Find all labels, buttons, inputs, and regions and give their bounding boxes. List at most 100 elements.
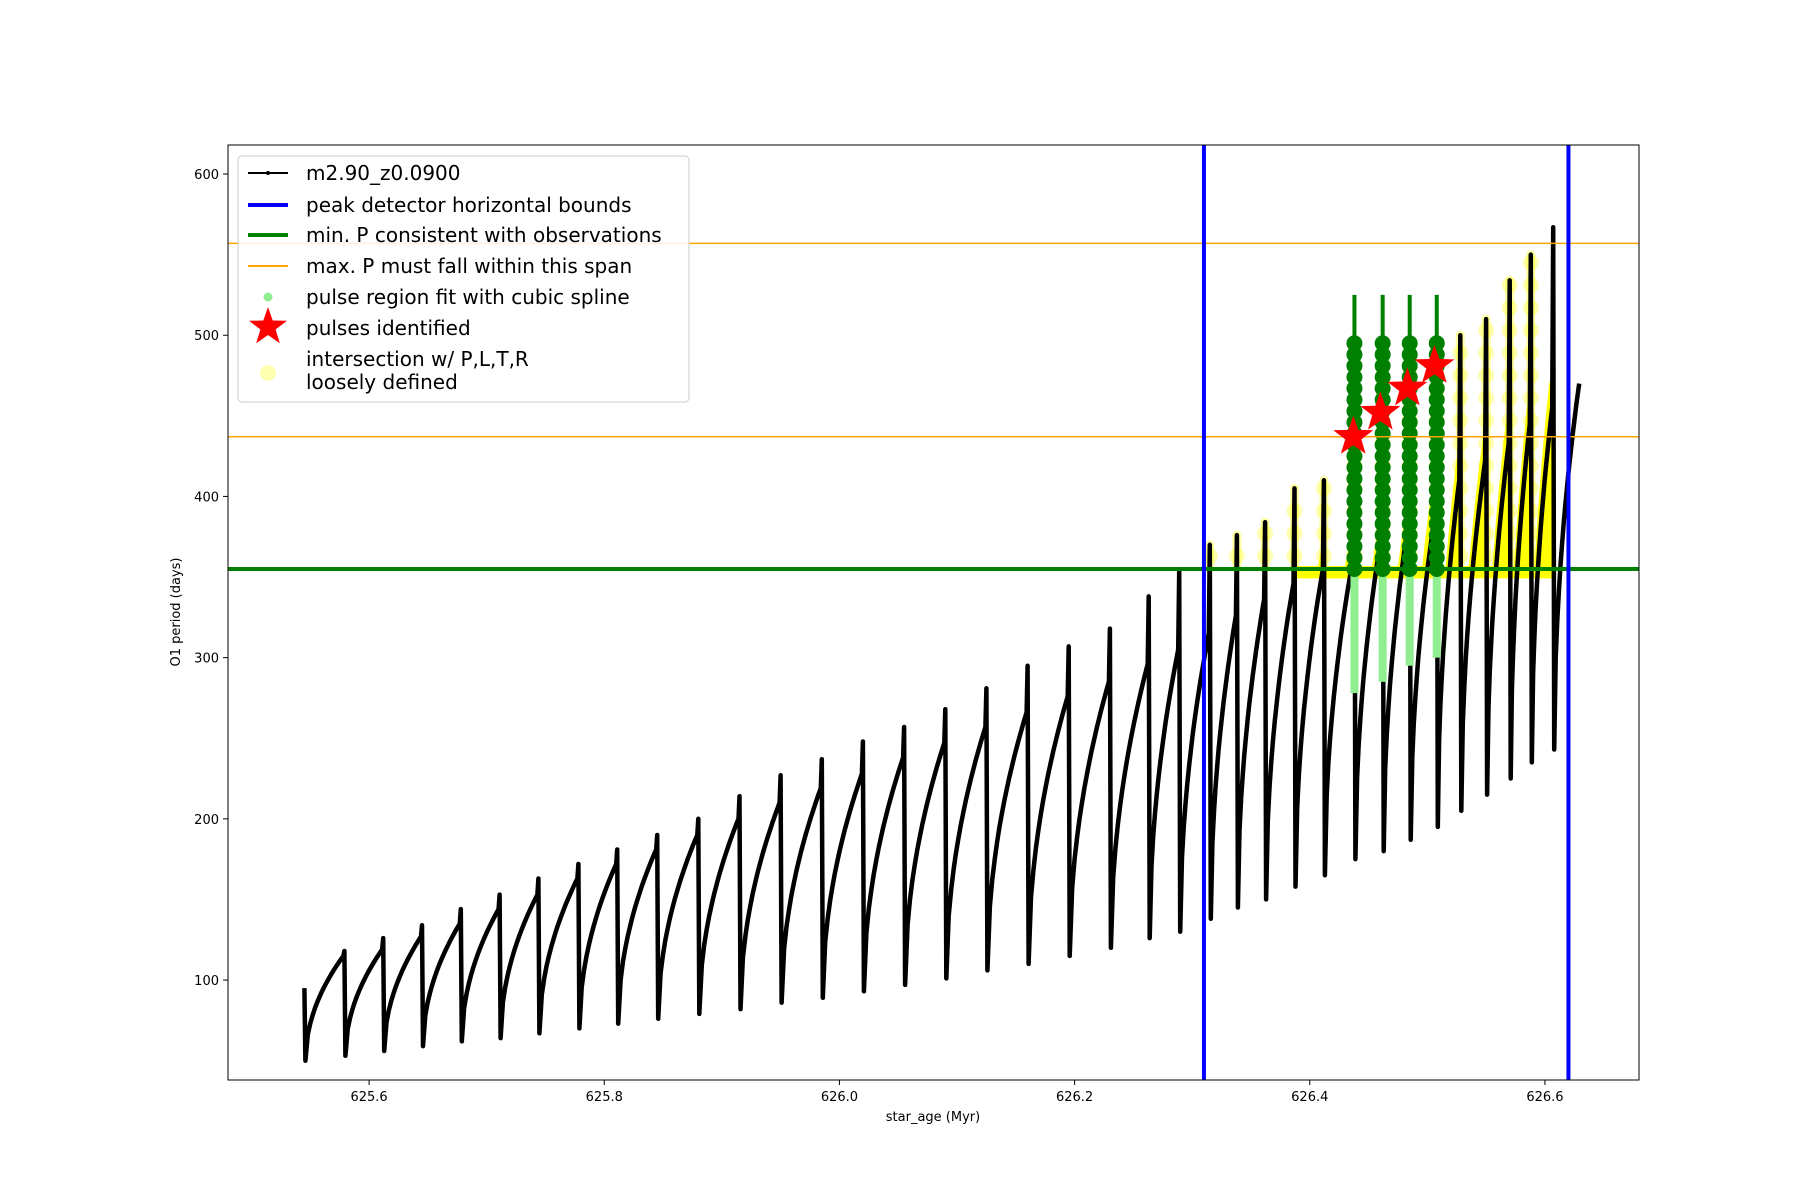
pulse-fit-point [1428, 493, 1445, 510]
pulse-fit-point [1346, 549, 1363, 566]
y-tick-label: 500 [194, 329, 219, 344]
pulse-fit-point [1346, 448, 1363, 465]
x-tick-label: 626.4 [1291, 1090, 1328, 1105]
pulse-fit-point [1374, 504, 1391, 521]
legend-label-intersection: intersection w/ P,L,T,R [306, 347, 529, 371]
x-tick-label: 625.8 [586, 1090, 623, 1105]
pulses-identified-series [1333, 344, 1455, 454]
pulse-fit-point [1374, 357, 1391, 374]
pulse-fit-point [1401, 549, 1418, 566]
pulse-fit-point [1428, 402, 1445, 419]
pulse-fit-point [1374, 527, 1391, 544]
pulse-fit-point [1401, 493, 1418, 510]
legend-box [237, 155, 690, 403]
pulse-fit-point [1428, 448, 1445, 465]
pulse-fit-point [1346, 504, 1363, 521]
pulse-fit-point [1374, 369, 1391, 386]
x-tick-label: 625.6 [350, 1090, 387, 1105]
legend-label-intersection-line2: loosely defined [306, 370, 458, 394]
pulse-fit-point [1346, 369, 1363, 386]
y-tick-label: 100 [194, 974, 219, 989]
pulse-fit-point [1346, 527, 1363, 544]
pulse-fit-point [1374, 538, 1391, 555]
pulse-fit-series [1346, 294, 1445, 694]
legend-label-max-p: max. P must fall within this span [306, 254, 632, 278]
pulse-fit-point [1374, 470, 1391, 487]
pulse-fit-point [1428, 425, 1445, 442]
pulse-fit-point [1428, 504, 1445, 521]
legend: m2.90_z0.0900 peak detector horizontal b… [237, 155, 690, 403]
pulse-fit-point [1401, 448, 1418, 465]
y-axis: 100 200 300 400 500 600 [194, 168, 228, 989]
legend-swatch-pulse-fit [263, 292, 273, 302]
legend-swatch-model-marker [266, 171, 270, 175]
pulse-fit-point [1374, 481, 1391, 498]
pulse-fit-point [1428, 481, 1445, 498]
pulse-fit-point [1401, 538, 1418, 555]
legend-swatch-star [249, 307, 287, 344]
pulse-fit-point [1428, 527, 1445, 544]
pulse-fit-point [1346, 335, 1363, 352]
pulse-fit-point [1346, 481, 1363, 498]
pulse-fit-point [1346, 538, 1363, 555]
legend-label-pulse-fit: pulse region fit with cubic spline [306, 285, 630, 309]
y-tick-label: 300 [194, 652, 219, 667]
pulse-star [1360, 391, 1401, 430]
pulse-fit-point [1401, 425, 1418, 442]
pulse-fit-point [1401, 515, 1418, 532]
y-tick-label: 600 [194, 168, 219, 183]
legend-label-model: m2.90_z0.0900 [306, 161, 461, 185]
pulse-fit-point [1401, 527, 1418, 544]
pulse-fit-point [1374, 380, 1391, 397]
pulse-fit-point [1346, 357, 1363, 374]
pulse-fit-point [1346, 515, 1363, 532]
pulse-fit-point [1428, 515, 1445, 532]
x-axis-label: star_age (Myr) [886, 1110, 980, 1125]
x-axis: 625.6 625.8 626.0 626.2 626.4 626.6 [350, 1080, 1564, 1105]
pulse-fit-point [1346, 346, 1363, 363]
legend-label-star: pulses identified [306, 316, 471, 340]
pulse-fit-point [1374, 493, 1391, 510]
legend-label-bounds: peak detector horizontal bounds [306, 193, 632, 217]
pulse-fit-point [1346, 470, 1363, 487]
pulse-fit-point [1374, 436, 1391, 453]
pulse-fit-point [1428, 538, 1445, 555]
pulse-fit-point [1401, 470, 1418, 487]
pulse-fit-point [1401, 335, 1418, 352]
pulse-fit-point [1401, 414, 1418, 431]
pulse-fit-point [1346, 459, 1363, 476]
pulse-fit-point [1428, 470, 1445, 487]
pulse-fit-point [1401, 357, 1418, 374]
pulse-star [1387, 367, 1428, 406]
pulse-fit-point [1374, 335, 1391, 352]
x-tick-label: 626.6 [1526, 1090, 1563, 1105]
pulse-fit-point [1346, 493, 1363, 510]
pulse-fit-point [1428, 414, 1445, 431]
pulse-fit-point [1346, 380, 1363, 397]
pulse-fit-point [1374, 515, 1391, 532]
legend-label-min-p: min. P consistent with observations [306, 223, 662, 247]
pulse-fit-point [1374, 459, 1391, 476]
pulse-star [1333, 415, 1374, 454]
pulse-fit-point [1428, 380, 1445, 397]
x-tick-label: 626.2 [1056, 1090, 1093, 1105]
pulse-fit-point [1346, 402, 1363, 419]
pulse-fit-point [1401, 459, 1418, 476]
pulse-fit-point [1401, 504, 1418, 521]
pulse-fit-point [1401, 346, 1418, 363]
pulse-fit-point [1401, 436, 1418, 453]
pulse-star [1414, 344, 1455, 383]
plot-frame [227, 144, 1640, 1081]
pulse-fit-point [1428, 436, 1445, 453]
pulse-fit-point [1428, 549, 1445, 566]
pulse-fit-point [1374, 549, 1391, 566]
y-tick-label: 200 [194, 813, 219, 828]
pulse-fit-point [1374, 346, 1391, 363]
pulse-fit-point [1374, 448, 1391, 465]
pulse-fit-point [1428, 335, 1445, 352]
pulse-fit-point [1428, 459, 1445, 476]
pulse-fit-point [1346, 391, 1363, 408]
pulse-fit-point [1401, 402, 1418, 419]
plot-area [228, 145, 1639, 1080]
